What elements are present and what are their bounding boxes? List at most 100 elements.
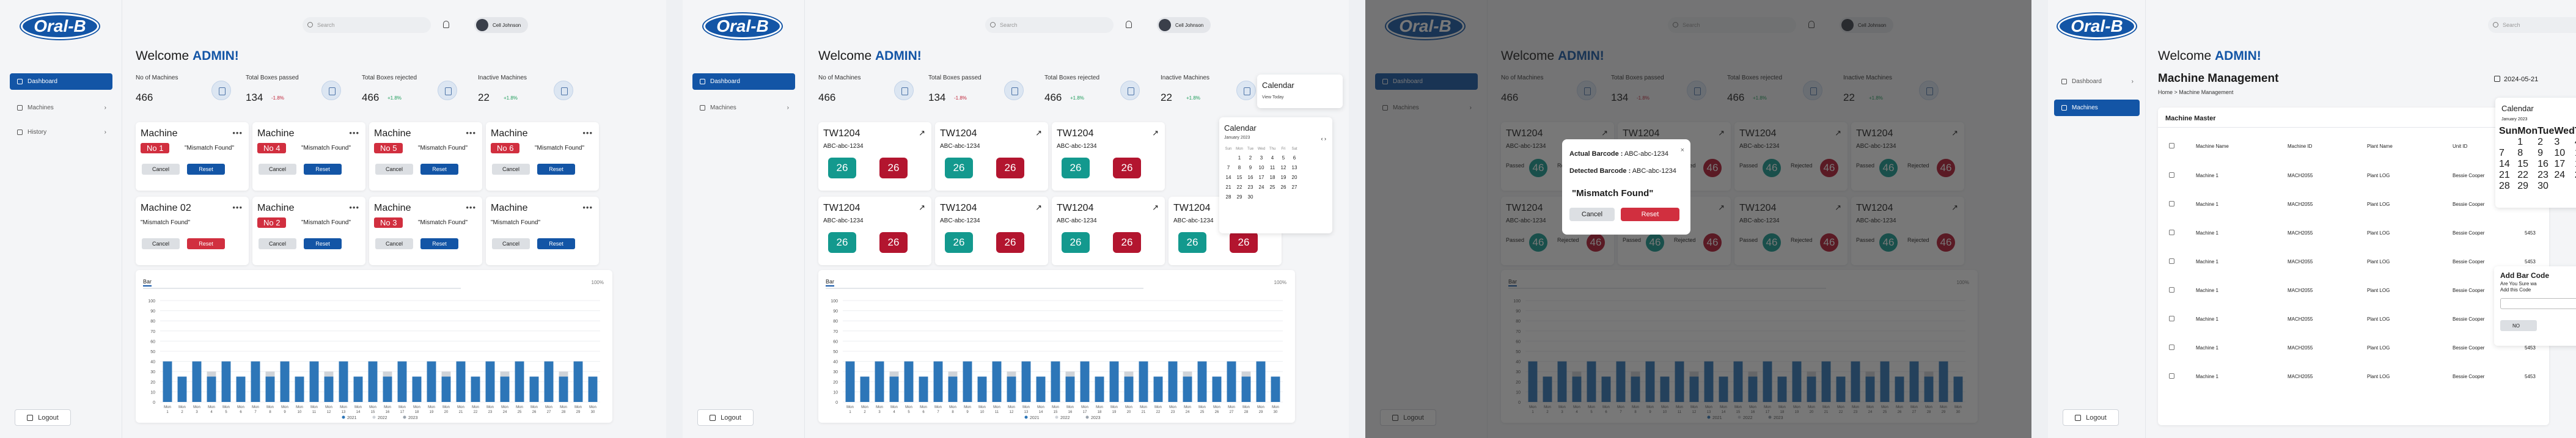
more-icon[interactable]: ••• <box>466 203 476 212</box>
calendar-day[interactable]: 22 <box>1236 184 1242 190</box>
row-checkbox[interactable] <box>2169 345 2174 350</box>
expand-icon[interactable]: ↗ <box>919 203 925 212</box>
calendar-day[interactable]: 25 <box>2575 170 2576 181</box>
calendar-day[interactable]: 7 <box>1227 164 1230 170</box>
view-today-link[interactable]: View Today <box>1262 95 1284 100</box>
calendar-day[interactable]: 28 <box>2499 181 2510 191</box>
reset-button[interactable]: Reset <box>304 164 342 175</box>
calendar-day[interactable]: 29 <box>2517 181 2529 191</box>
logout-button[interactable]: Logout <box>2063 409 2119 426</box>
calendar-day[interactable]: 1 <box>2517 137 2523 147</box>
cancel-button[interactable]: Cancel <box>492 164 530 175</box>
cancel-button[interactable]: Cancel <box>375 238 413 249</box>
calendar-day[interactable]: 5 <box>1282 155 1285 161</box>
bell-icon[interactable] <box>443 21 449 28</box>
reset-button[interactable]: Reset <box>1621 208 1679 221</box>
reset-button[interactable]: Reset <box>187 238 225 249</box>
user-menu[interactable]: Cell Johnson <box>474 17 528 33</box>
search-input[interactable]: Search <box>2488 17 2576 33</box>
calendar-day[interactable]: 16 <box>2537 159 2548 169</box>
bell-icon[interactable] <box>1126 21 1132 28</box>
search-input[interactable]: Search <box>303 17 431 33</box>
calendar-day[interactable]: 15 <box>1236 174 1242 180</box>
calendar-day[interactable]: 22 <box>2517 170 2529 180</box>
more-icon[interactable]: ••• <box>466 128 476 137</box>
calendar-day[interactable]: 14 <box>1225 174 1231 180</box>
calendar-day[interactable]: 14 <box>2499 159 2510 169</box>
row-checkbox[interactable] <box>2169 287 2174 293</box>
more-icon[interactable]: ••• <box>349 128 359 137</box>
date-picker[interactable]: 2024-05-21 <box>2494 76 2576 88</box>
calendar-day[interactable]: 10 <box>2554 148 2566 158</box>
calendar-day[interactable]: 6 <box>1293 155 1296 161</box>
reset-button[interactable]: Reset <box>537 164 575 175</box>
row-checkbox[interactable] <box>2169 316 2174 321</box>
sidebar-item-dashboard[interactable]: Dashboard <box>692 73 795 90</box>
calendar-day[interactable]: 24 <box>2554 170 2566 180</box>
calendar-day[interactable]: 17 <box>1258 174 1264 180</box>
calendar-day[interactable]: 16 <box>1247 174 1253 180</box>
close-icon[interactable]: × <box>1680 147 1684 154</box>
cancel-button[interactable]: Cancel <box>259 238 296 249</box>
no-button[interactable]: NO <box>2500 320 2537 331</box>
row-checkbox[interactable] <box>2169 172 2174 178</box>
calendar-day[interactable]: 30 <box>2537 181 2548 191</box>
barcode-input[interactable] <box>2500 298 2576 309</box>
calendar-day[interactable]: 24 <box>1258 184 1264 190</box>
select-all-checkbox[interactable] <box>2169 143 2174 148</box>
calendar-day[interactable]: 3 <box>1260 155 1263 161</box>
calendar-day[interactable]: 26 <box>1280 184 1286 190</box>
calendar-day[interactable]: 27 <box>1291 184 1297 190</box>
expand-icon[interactable]: ↗ <box>1152 203 1159 212</box>
calendar-day[interactable]: 18 <box>1269 174 1275 180</box>
calendar-day[interactable]: 4 <box>2575 137 2576 148</box>
calendar-day[interactable]: 11 <box>1269 164 1275 170</box>
calendar-day[interactable]: 8 <box>2517 148 2523 158</box>
calendar-day[interactable]: 2 <box>2537 137 2543 147</box>
calendar-day[interactable]: 12 <box>1280 164 1286 170</box>
logout-button[interactable]: Logout <box>15 409 71 426</box>
cancel-button[interactable]: Cancel <box>1569 208 1615 221</box>
calendar-day[interactable]: 15 <box>2517 159 2529 169</box>
sidebar-item-history[interactable]: History › <box>10 124 112 141</box>
calendar-day[interactable]: 3 <box>2554 137 2560 147</box>
cancel-button[interactable]: Cancel <box>259 164 296 175</box>
cancel-button[interactable]: Cancel <box>492 238 530 249</box>
calendar-day[interactable]: 7 <box>2499 148 2504 158</box>
calendar-day[interactable]: 2 <box>1249 155 1252 161</box>
more-icon[interactable]: ••• <box>582 203 593 212</box>
logout-button[interactable]: Logout <box>697 409 754 426</box>
calendar-day[interactable]: 4 <box>1271 155 1274 161</box>
calendar-day[interactable]: 8 <box>1238 164 1241 170</box>
user-menu[interactable]: Cell Johnson <box>1157 17 1211 33</box>
calendar-day[interactable]: 23 <box>1247 184 1253 190</box>
reset-button[interactable]: Reset <box>420 164 458 175</box>
calendar-day[interactable]: 9 <box>2537 148 2543 158</box>
more-icon[interactable]: ••• <box>349 203 359 212</box>
calendar-day[interactable]: 9 <box>1249 164 1252 170</box>
reset-button[interactable]: Reset <box>420 238 458 249</box>
sidebar-item-machines[interactable]: Machines › <box>692 100 795 116</box>
calendar-day[interactable]: 30 <box>1247 194 1253 200</box>
calendar-day[interactable]: 23 <box>2537 170 2548 180</box>
calendar-day[interactable]: 13 <box>1291 164 1297 170</box>
calendar-widget[interactable]: Calendar View Today <box>1257 75 1343 108</box>
reset-button[interactable]: Reset <box>537 238 575 249</box>
search-input[interactable]: Search <box>985 17 1114 33</box>
reset-button[interactable]: Reset <box>304 238 342 249</box>
calendar-day[interactable]: 10 <box>1258 164 1264 170</box>
more-icon[interactable]: ••• <box>582 128 593 137</box>
calendar-day[interactable]: 17 <box>2554 159 2566 169</box>
row-checkbox[interactable] <box>2169 373 2174 379</box>
calendar-day[interactable]: 11 <box>2575 148 2576 159</box>
sidebar-item-machines[interactable]: Machines › <box>10 100 112 116</box>
sidebar-item-dashboard[interactable]: Dashboard › <box>2054 73 2140 90</box>
row-checkbox[interactable] <box>2169 258 2174 264</box>
modal-backdrop[interactable] <box>1365 0 2031 438</box>
